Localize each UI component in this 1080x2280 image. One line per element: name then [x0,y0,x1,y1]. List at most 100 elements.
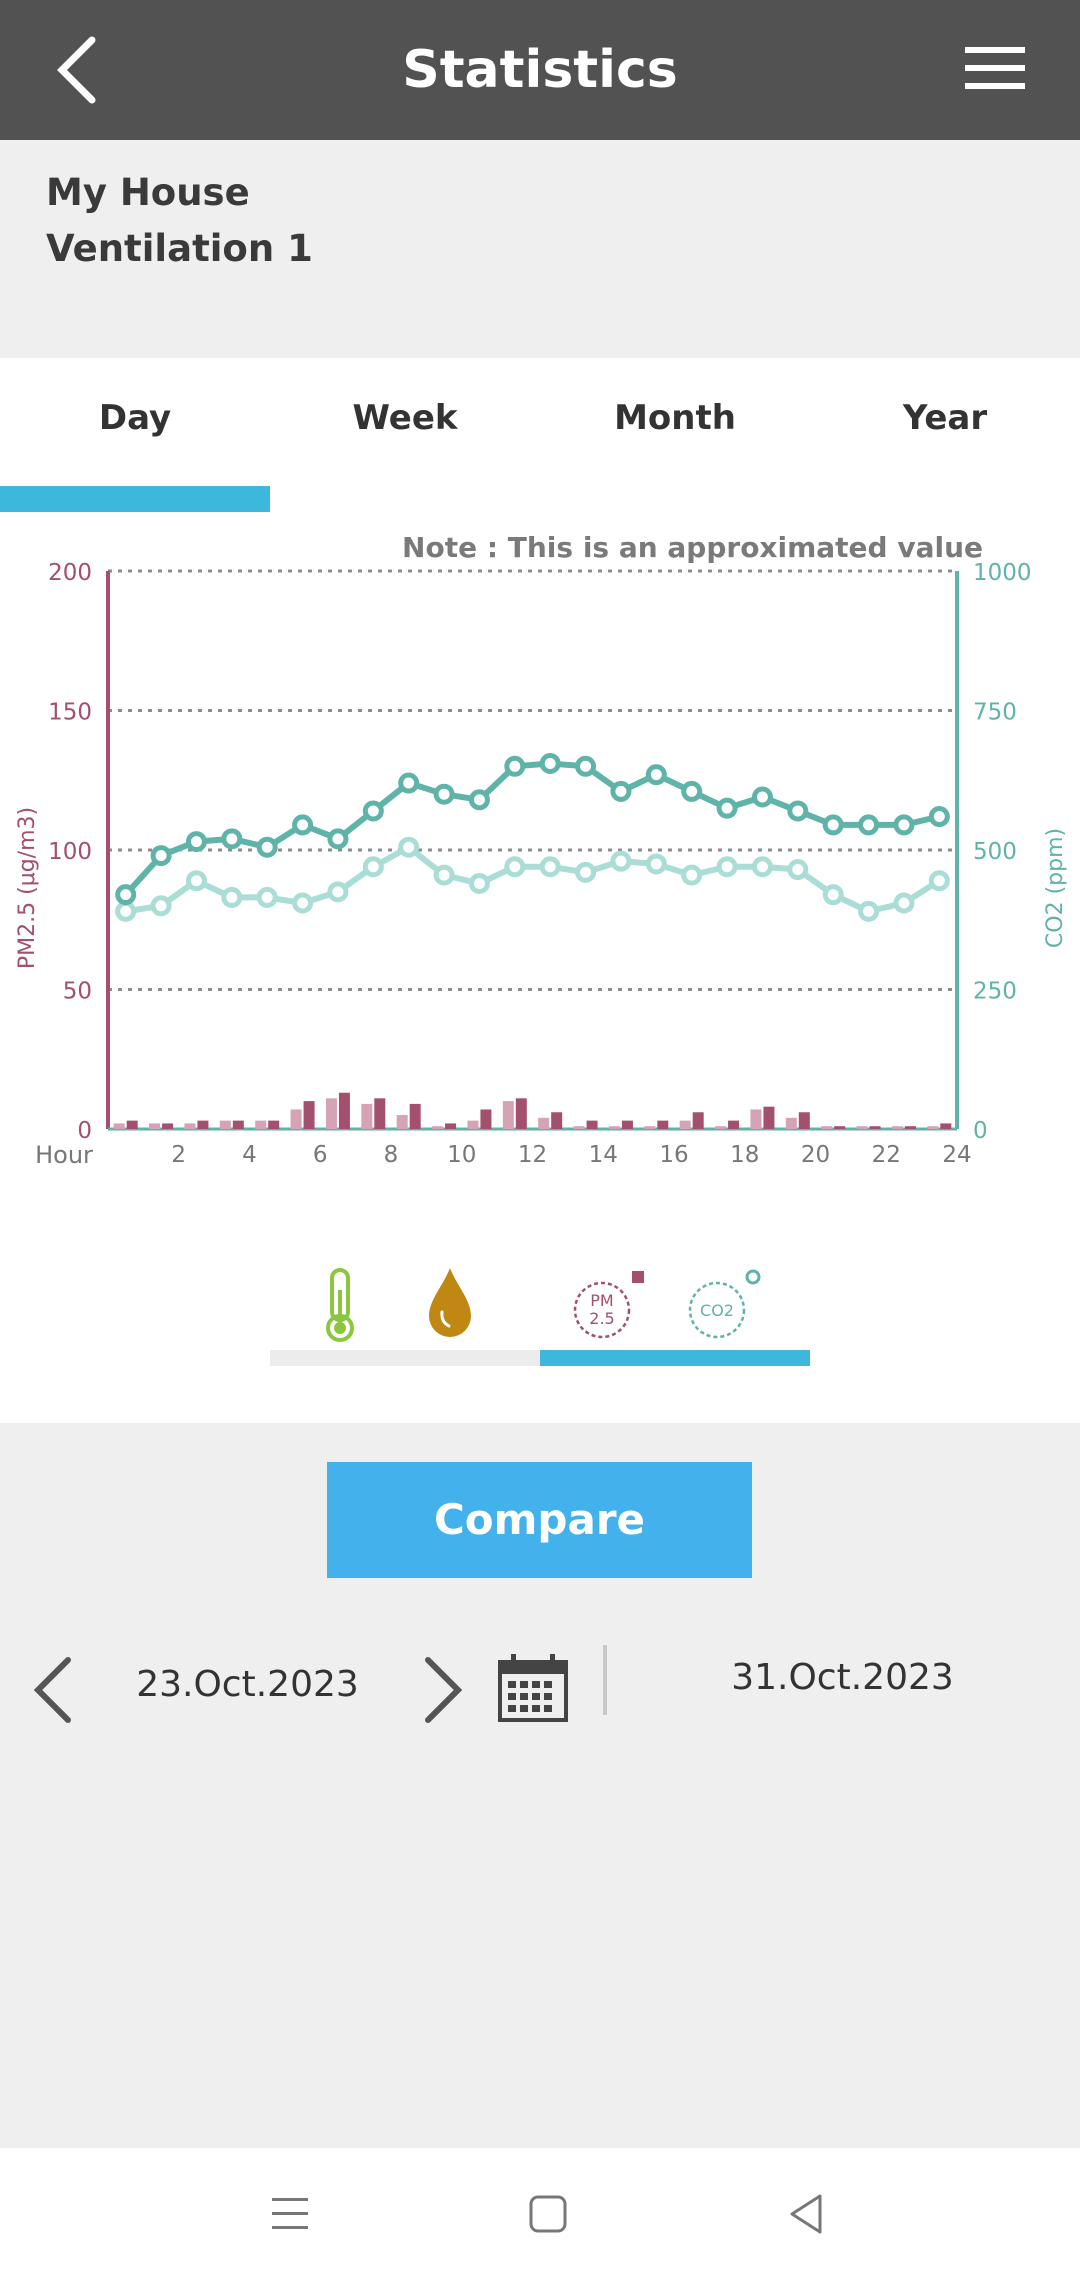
co2-point [256,836,278,858]
co2-icon[interactable]: CO2 [675,1260,765,1350]
co2-point [645,853,667,875]
co2-point [858,900,880,922]
back-triangle-icon[interactable] [776,2184,836,2244]
pm25-bar [396,1115,408,1129]
humidity-drop-icon[interactable] [405,1260,495,1350]
pm25-bar [361,1103,373,1129]
co2-point [362,800,384,822]
legend-active-indicator [540,1350,810,1366]
co2-point [928,806,950,828]
x-tick-label: 6 [313,1142,328,1168]
co2-point [575,755,597,777]
pm25-bar [586,1120,598,1129]
co2-point [468,789,490,811]
right-tick-label: 750 [973,700,1017,726]
co2-point [150,845,172,867]
left-tick-label: 100 [48,839,92,865]
co2-point [256,886,278,908]
pm25-bar [679,1120,691,1129]
active-tab-indicator [0,486,270,512]
recents-icon[interactable] [260,2184,320,2244]
pm25-bar [657,1120,669,1129]
pm25-bar [197,1120,209,1129]
date-selector: 23.Oct.2023 31.Oct.2023 [0,1640,1080,1730]
co2-point [822,814,844,836]
pm25-bar [303,1101,315,1129]
co2-point [751,856,773,878]
co2-point [433,864,455,886]
sensor-legend: PM 2.5 CO2 [270,1260,810,1370]
pm25-bar [834,1126,846,1129]
pm25-bar [467,1120,479,1129]
co2-point [221,828,243,850]
pm25-bar [904,1126,916,1129]
pm25-bar [692,1112,704,1129]
co2-point [433,783,455,805]
page-title: Statistics [402,40,678,100]
co2-point [787,800,809,822]
co2-point [822,884,844,906]
prev-date-button[interactable] [22,1650,92,1730]
compare-button[interactable]: Compare [327,1462,752,1578]
pm25-bar [573,1126,585,1129]
co2-point [185,870,207,892]
tab-week[interactable]: Week [352,398,458,438]
co2-line-secondary [125,844,941,915]
pm25-bar [621,1120,633,1129]
co2-point [115,900,137,922]
pm25-bar [856,1126,868,1129]
calendar-button[interactable] [495,1648,575,1726]
pm25-bar [869,1126,881,1129]
pm25-bar [162,1123,174,1129]
x-tick-label: 24 [942,1142,971,1168]
co2-point [645,764,667,786]
device-home: My House [46,171,250,214]
chart-note: Note : This is an approximated value [402,531,983,564]
co2-line-primary [123,760,941,897]
co2-point [575,861,597,883]
end-date[interactable]: 31.Oct.2023 [731,1657,954,1698]
menu-button[interactable] [960,30,1040,110]
pm25-bar [113,1123,125,1129]
pm25-bar [821,1126,833,1129]
pm25-bar [374,1098,386,1129]
co2-point [362,856,384,878]
pm25-bar [551,1112,563,1129]
start-date[interactable]: 23.Oct.2023 [136,1664,359,1705]
pm25-bar [338,1092,350,1129]
pm25-bar [715,1126,727,1129]
co2-point [115,884,137,906]
pm25-bar [891,1126,903,1129]
pm25-bar [644,1126,656,1129]
x-tick-label: 10 [447,1142,476,1168]
co2-point [185,831,207,853]
pm25-bar [750,1109,762,1129]
pm25-bar [763,1106,775,1129]
home-square-icon[interactable] [518,2184,578,2244]
pm25-bar [126,1120,138,1129]
pm25-bar [290,1109,302,1129]
x-tick-label: 14 [589,1142,618,1168]
pm25-bar [798,1112,810,1129]
tab-year[interactable]: Year [902,398,988,438]
co2-point [398,772,420,794]
next-date-button[interactable] [404,1650,474,1730]
co2-point [681,864,703,886]
co2-point [468,872,490,894]
pm25-bar [219,1120,231,1129]
co2-point [928,870,950,892]
back-button[interactable] [40,30,120,110]
tab-day[interactable]: Day [98,398,172,438]
thermometer-icon[interactable] [295,1260,385,1350]
app-header: Statistics [0,0,1080,140]
tab-month[interactable]: Month [614,398,736,438]
right-tick-label: 1000 [973,560,1032,586]
right-tick-label: 250 [973,979,1017,1005]
co2-icon-label: CO2 [700,1301,734,1320]
date-divider [603,1645,607,1715]
co2-point [150,895,172,917]
pm25-icon[interactable]: PM 2.5 [560,1260,650,1350]
pm25-bar [785,1117,797,1129]
co2-point [610,780,632,802]
x-tick-label: 20 [801,1142,830,1168]
